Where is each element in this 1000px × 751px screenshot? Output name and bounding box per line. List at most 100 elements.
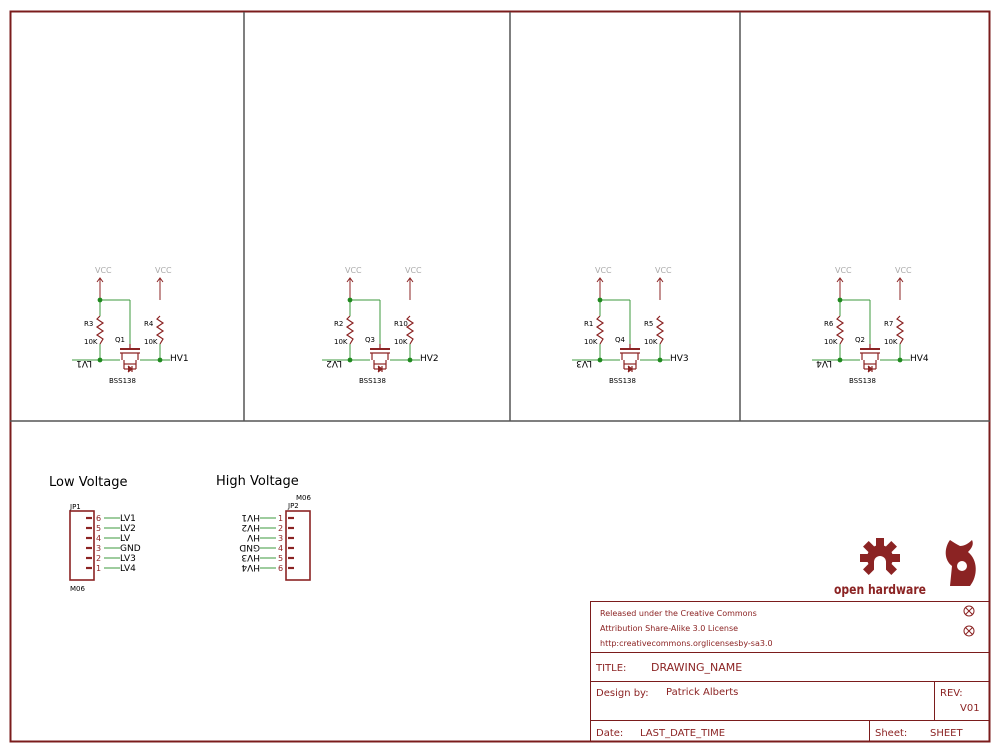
header-pin: 3 HV	[246, 532, 294, 543]
jp1-value: M06	[70, 585, 85, 593]
open-hardware-logo: open hardware	[834, 538, 926, 598]
junction-dot	[347, 297, 353, 303]
cc-icon	[963, 605, 975, 617]
resistor-left-value: 10K	[84, 338, 98, 346]
resistor-left-ref: R3	[84, 320, 93, 328]
header-pin: 1 LV4	[86, 564, 136, 574]
mosfet-icon	[120, 344, 140, 373]
vcc-label-right: VCC	[655, 266, 672, 275]
channel-1: VCC VCC R3 10K R4 10K Q1 BSS138 LV1 HV1	[72, 266, 189, 385]
pin-net: GND	[239, 542, 260, 552]
jp2-value: M06	[296, 494, 311, 502]
pin-number: 5	[278, 554, 283, 563]
net-wires	[572, 299, 670, 361]
pin-net: LV3	[120, 554, 136, 564]
resistor-icon	[655, 315, 665, 345]
resistor-right-value: 10K	[644, 338, 658, 346]
mosfet-ref: Q2	[855, 336, 865, 344]
pin-net: LV2	[120, 524, 136, 534]
vcc-label-left: VCC	[595, 266, 612, 275]
resistor-left-value: 10K	[334, 338, 348, 346]
low-voltage-title: Low Voltage	[49, 475, 128, 490]
junction-dot	[657, 357, 663, 363]
junction-dot	[347, 357, 353, 363]
pin-number: 2	[96, 554, 101, 563]
pin-net: LV4	[120, 564, 136, 574]
mosfet-part: BSS138	[849, 377, 876, 385]
gear-icon	[860, 538, 900, 575]
pin-net: HV4	[241, 562, 260, 572]
pin-net: HV1	[241, 512, 260, 522]
license-line-3: http:creativecommons.orglicensesby-sa3.0	[600, 639, 773, 648]
header-pin: 4 LV	[86, 534, 131, 544]
junction-dot	[897, 357, 903, 363]
pin-net: HV2	[241, 522, 260, 532]
resistor-right-value: 10K	[884, 338, 898, 346]
design-value: Patrick Alberts	[666, 687, 738, 698]
header-pin: 5 HV3	[241, 552, 294, 563]
hv-net-label: HV2	[420, 354, 439, 364]
header-pin: 6 HV4	[241, 562, 294, 573]
pin-net: HV	[246, 532, 260, 542]
net-wires	[72, 299, 170, 361]
hv-net-label: HV4	[910, 354, 929, 364]
open-hardware-text: open hardware	[834, 583, 926, 598]
junction-dot	[837, 357, 843, 363]
resistor-left-value: 10K	[824, 338, 838, 346]
section-dividers	[10, 12, 990, 422]
junction-dot	[157, 357, 163, 363]
header-pin: 1 HV1	[241, 512, 294, 523]
jp1-body	[69, 510, 95, 581]
resistor-icon	[405, 315, 415, 345]
resistor-left-ref: R1	[584, 320, 593, 328]
pin-number: 6	[96, 514, 101, 523]
resistor-right-ref: R5	[644, 320, 653, 328]
jp1-ref: JP1	[69, 503, 81, 511]
pin-net: LV	[120, 534, 131, 544]
vcc-label-left: VCC	[835, 266, 852, 275]
title-value: DRAWING_NAME	[651, 661, 742, 674]
vcc-label-right: VCC	[405, 266, 422, 275]
mosfet-ref: Q3	[365, 336, 375, 344]
pin-number: 1	[96, 564, 101, 573]
resistor-icon	[345, 315, 355, 345]
resistor-icon	[95, 315, 105, 345]
resistor-right-value: 10K	[394, 338, 408, 346]
header-pin: 5 LV2	[86, 524, 136, 534]
rev-value: V01	[960, 703, 980, 714]
design-label: Design by:	[596, 688, 649, 699]
pin-number: 2	[278, 524, 283, 533]
title-block: Released under the Creative Commons Attr…	[590, 601, 990, 742]
pin-net: GND	[120, 544, 141, 554]
junction-dot	[837, 297, 843, 303]
resistor-left-ref: R2	[334, 320, 343, 328]
mosfet-ref: Q4	[615, 336, 626, 344]
mosfet-part: BSS138	[359, 377, 386, 385]
channel-3: VCC VCC R1 10K R5 10K Q4 BSS138 LV3 HV3	[572, 266, 689, 385]
vcc-label-left: VCC	[345, 266, 362, 275]
resistor-right-ref: R4	[144, 320, 154, 328]
hv-net-label: HV3	[670, 354, 689, 364]
channel-4: VCC VCC R6 10K R7 10K Q2 BSS138 LV4 HV4	[812, 266, 929, 385]
high-voltage-header: High Voltage M06 JP2 1HV12HV23HV4GND5HV3…	[216, 474, 311, 581]
sheet-label: Sheet:	[875, 728, 907, 739]
title-label: TITLE:	[595, 663, 626, 674]
sparkfun-flame-icon	[945, 540, 976, 586]
lv-net-label: LV4	[816, 358, 832, 368]
header-pin: 6 LV1	[86, 514, 136, 524]
by-sa-icon	[963, 625, 975, 637]
pin-net: HV3	[241, 552, 260, 562]
pin-number: 3	[278, 534, 283, 543]
lv-net-label: LV1	[76, 358, 92, 368]
lv-net-label: LV2	[326, 358, 342, 368]
resistor-right-ref: R7	[884, 320, 893, 328]
resistor-right-ref: R10	[394, 320, 408, 328]
hv-net-label: HV1	[170, 354, 189, 364]
jp2-body	[285, 510, 311, 581]
junction-dot	[97, 357, 103, 363]
mosfet-part: BSS138	[109, 377, 136, 385]
rev-label: REV:	[940, 688, 963, 699]
level-shifter-channels: VCC VCC R3 10K R4 10K Q1 BSS138 LV1 HV1 VCC VCC R2 10…	[72, 266, 929, 385]
pin-number: 4	[278, 544, 283, 553]
